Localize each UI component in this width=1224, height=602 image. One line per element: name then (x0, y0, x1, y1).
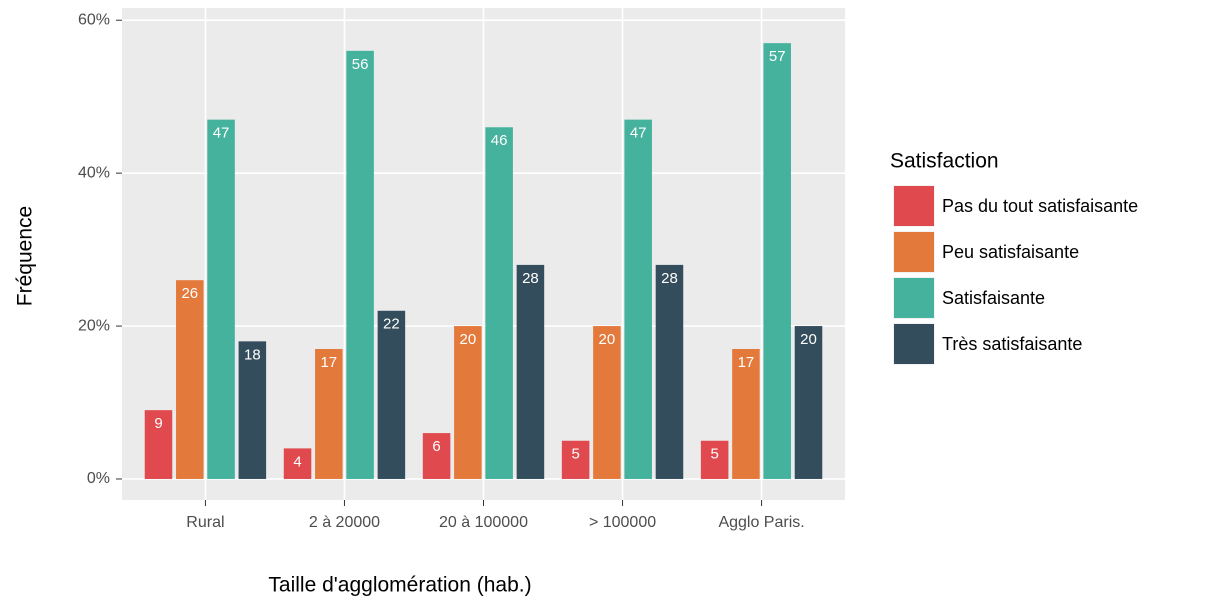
bar (422, 433, 451, 479)
bar (516, 264, 545, 479)
legend-swatch (894, 324, 934, 364)
bar (238, 341, 267, 479)
bar (377, 310, 406, 479)
bar (593, 326, 621, 479)
bar (207, 119, 235, 479)
legend-label: Peu satisfaisante (942, 242, 1079, 262)
bar (700, 440, 729, 479)
bar (315, 348, 343, 479)
x-tick-label: Agglo Paris. (718, 514, 804, 531)
y-tick-label: 40% (78, 164, 110, 181)
data-label: 20 (800, 331, 817, 348)
bar (655, 264, 684, 479)
legend-label: Satisfaisante (942, 288, 1045, 308)
data-label: 28 (661, 270, 678, 287)
legend-swatch (894, 278, 934, 318)
data-label: 28 (522, 270, 539, 287)
y-tick-label: 60% (78, 11, 110, 28)
bar (346, 50, 374, 479)
data-label: 17 (320, 354, 337, 371)
data-label: 17 (738, 354, 755, 371)
data-label: 46 (491, 132, 508, 149)
data-label: 20 (460, 331, 477, 348)
x-tick-label: 2 à 20000 (309, 514, 380, 531)
bar (283, 448, 312, 479)
legend-label: Pas du tout satisfaisante (942, 196, 1138, 216)
bar (763, 43, 791, 479)
x-tick-label: 20 à 100000 (439, 514, 528, 531)
data-label: 6 (432, 438, 440, 455)
data-label: 5 (710, 446, 718, 463)
bar (454, 326, 482, 479)
data-label: 5 (571, 446, 579, 463)
data-label: 9 (154, 415, 162, 432)
bar (794, 326, 823, 479)
bar (176, 280, 204, 479)
data-label: 56 (352, 56, 369, 73)
data-label: 26 (181, 285, 198, 302)
legend-swatch (894, 186, 934, 226)
data-label: 22 (383, 316, 400, 333)
data-label: 47 (213, 125, 230, 142)
x-tick-label: Rural (186, 514, 224, 531)
bar (624, 119, 652, 479)
y-tick-label: 0% (87, 470, 110, 487)
x-tick-label: > 100000 (589, 514, 656, 531)
data-label: 20 (599, 331, 616, 348)
data-label: 18 (244, 346, 261, 363)
data-label: 4 (293, 453, 301, 470)
data-label: 57 (769, 48, 786, 65)
legend-title: Satisfaction (890, 150, 999, 173)
y-axis-title: Fréquence (14, 206, 37, 306)
bar (561, 440, 590, 479)
bar (144, 410, 173, 479)
bar (732, 348, 760, 479)
legend-swatch (894, 232, 934, 272)
y-tick-label: 20% (78, 317, 110, 334)
bar (485, 127, 513, 479)
data-label: 47 (630, 125, 647, 142)
x-axis-title: Taille d'agglomération (hab.) (268, 574, 531, 597)
legend-label: Très satisfaisante (942, 334, 1082, 354)
